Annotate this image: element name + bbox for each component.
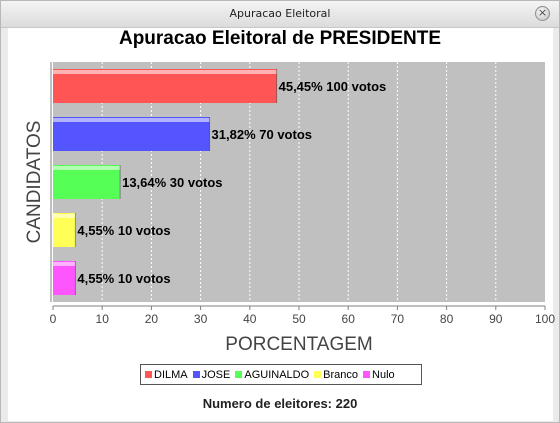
legend-label: DILMA [154, 368, 188, 381]
legend-swatch [192, 371, 200, 378]
legend-item: AGUINALDO [235, 369, 309, 381]
bar-highlight [53, 166, 121, 170]
x-tick-label: 80 [440, 312, 454, 326]
chart-title: Apuracao Eleitoral de PRESIDENTE [118, 28, 442, 49]
x-tick-label: 40 [243, 312, 257, 326]
legend-item: JOSE [192, 368, 231, 381]
legend-label: JOSE [201, 368, 231, 381]
x-tick-label: 20 [145, 312, 159, 326]
close-icon: × [537, 6, 548, 19]
legend-swatch [145, 371, 152, 378]
x-tick-label: 50 [292, 312, 306, 326]
bar-dilma [53, 69, 277, 103]
data-label: 45,45% 100 votos [279, 79, 387, 94]
y-axis-title: CANDIDATOS [24, 121, 45, 244]
x-tick-label: 10 [96, 312, 110, 326]
legend-label: AGUINALDO [244, 368, 310, 381]
x-tick-label: 100 [535, 312, 555, 326]
legend-label: Nulo [372, 368, 395, 381]
x-axis-title: PORCENTAGEM [225, 334, 372, 355]
bar-highlight [53, 214, 76, 218]
x-tick-label: 0 [50, 312, 57, 326]
bar-highlight [53, 118, 210, 122]
voter-count: Numero de eleitores: 220 [202, 396, 358, 411]
legend-item: Nulo [363, 369, 395, 381]
data-label: 4,55% 10 votos [77, 223, 170, 238]
title-bar[interactable]: Apuracao Eleitoral × [1, 1, 559, 28]
x-tick-label: 90 [489, 312, 503, 326]
window-title: Apuracao Eleitoral [229, 7, 331, 20]
legend-swatch [314, 371, 322, 378]
x-tick-label: 70 [391, 312, 405, 326]
close-button[interactable]: × [535, 6, 550, 21]
legend-swatch [363, 371, 371, 378]
legend-item: Branco [314, 369, 358, 381]
bar-aguinaldo [53, 165, 121, 199]
x-tick-label: 60 [342, 312, 356, 326]
data-label: 13,64% 30 votos [122, 175, 222, 190]
x-tick-label: 30 [194, 312, 208, 326]
chart-legend: DILMA JOSE AGUINALDO Branco Nulo [140, 364, 422, 385]
data-label: 4,55% 10 votos [77, 271, 170, 286]
bar-highlight [53, 262, 76, 266]
bar-branco [53, 213, 76, 247]
bar-highlight [53, 70, 277, 74]
legend-label: Branco [323, 368, 359, 381]
bar-jose [53, 117, 210, 151]
legend-item: DILMA [145, 369, 188, 381]
data-label: 31,82% 70 votos [212, 127, 312, 142]
legend-swatch [235, 371, 243, 378]
bar-nulo [53, 261, 76, 295]
